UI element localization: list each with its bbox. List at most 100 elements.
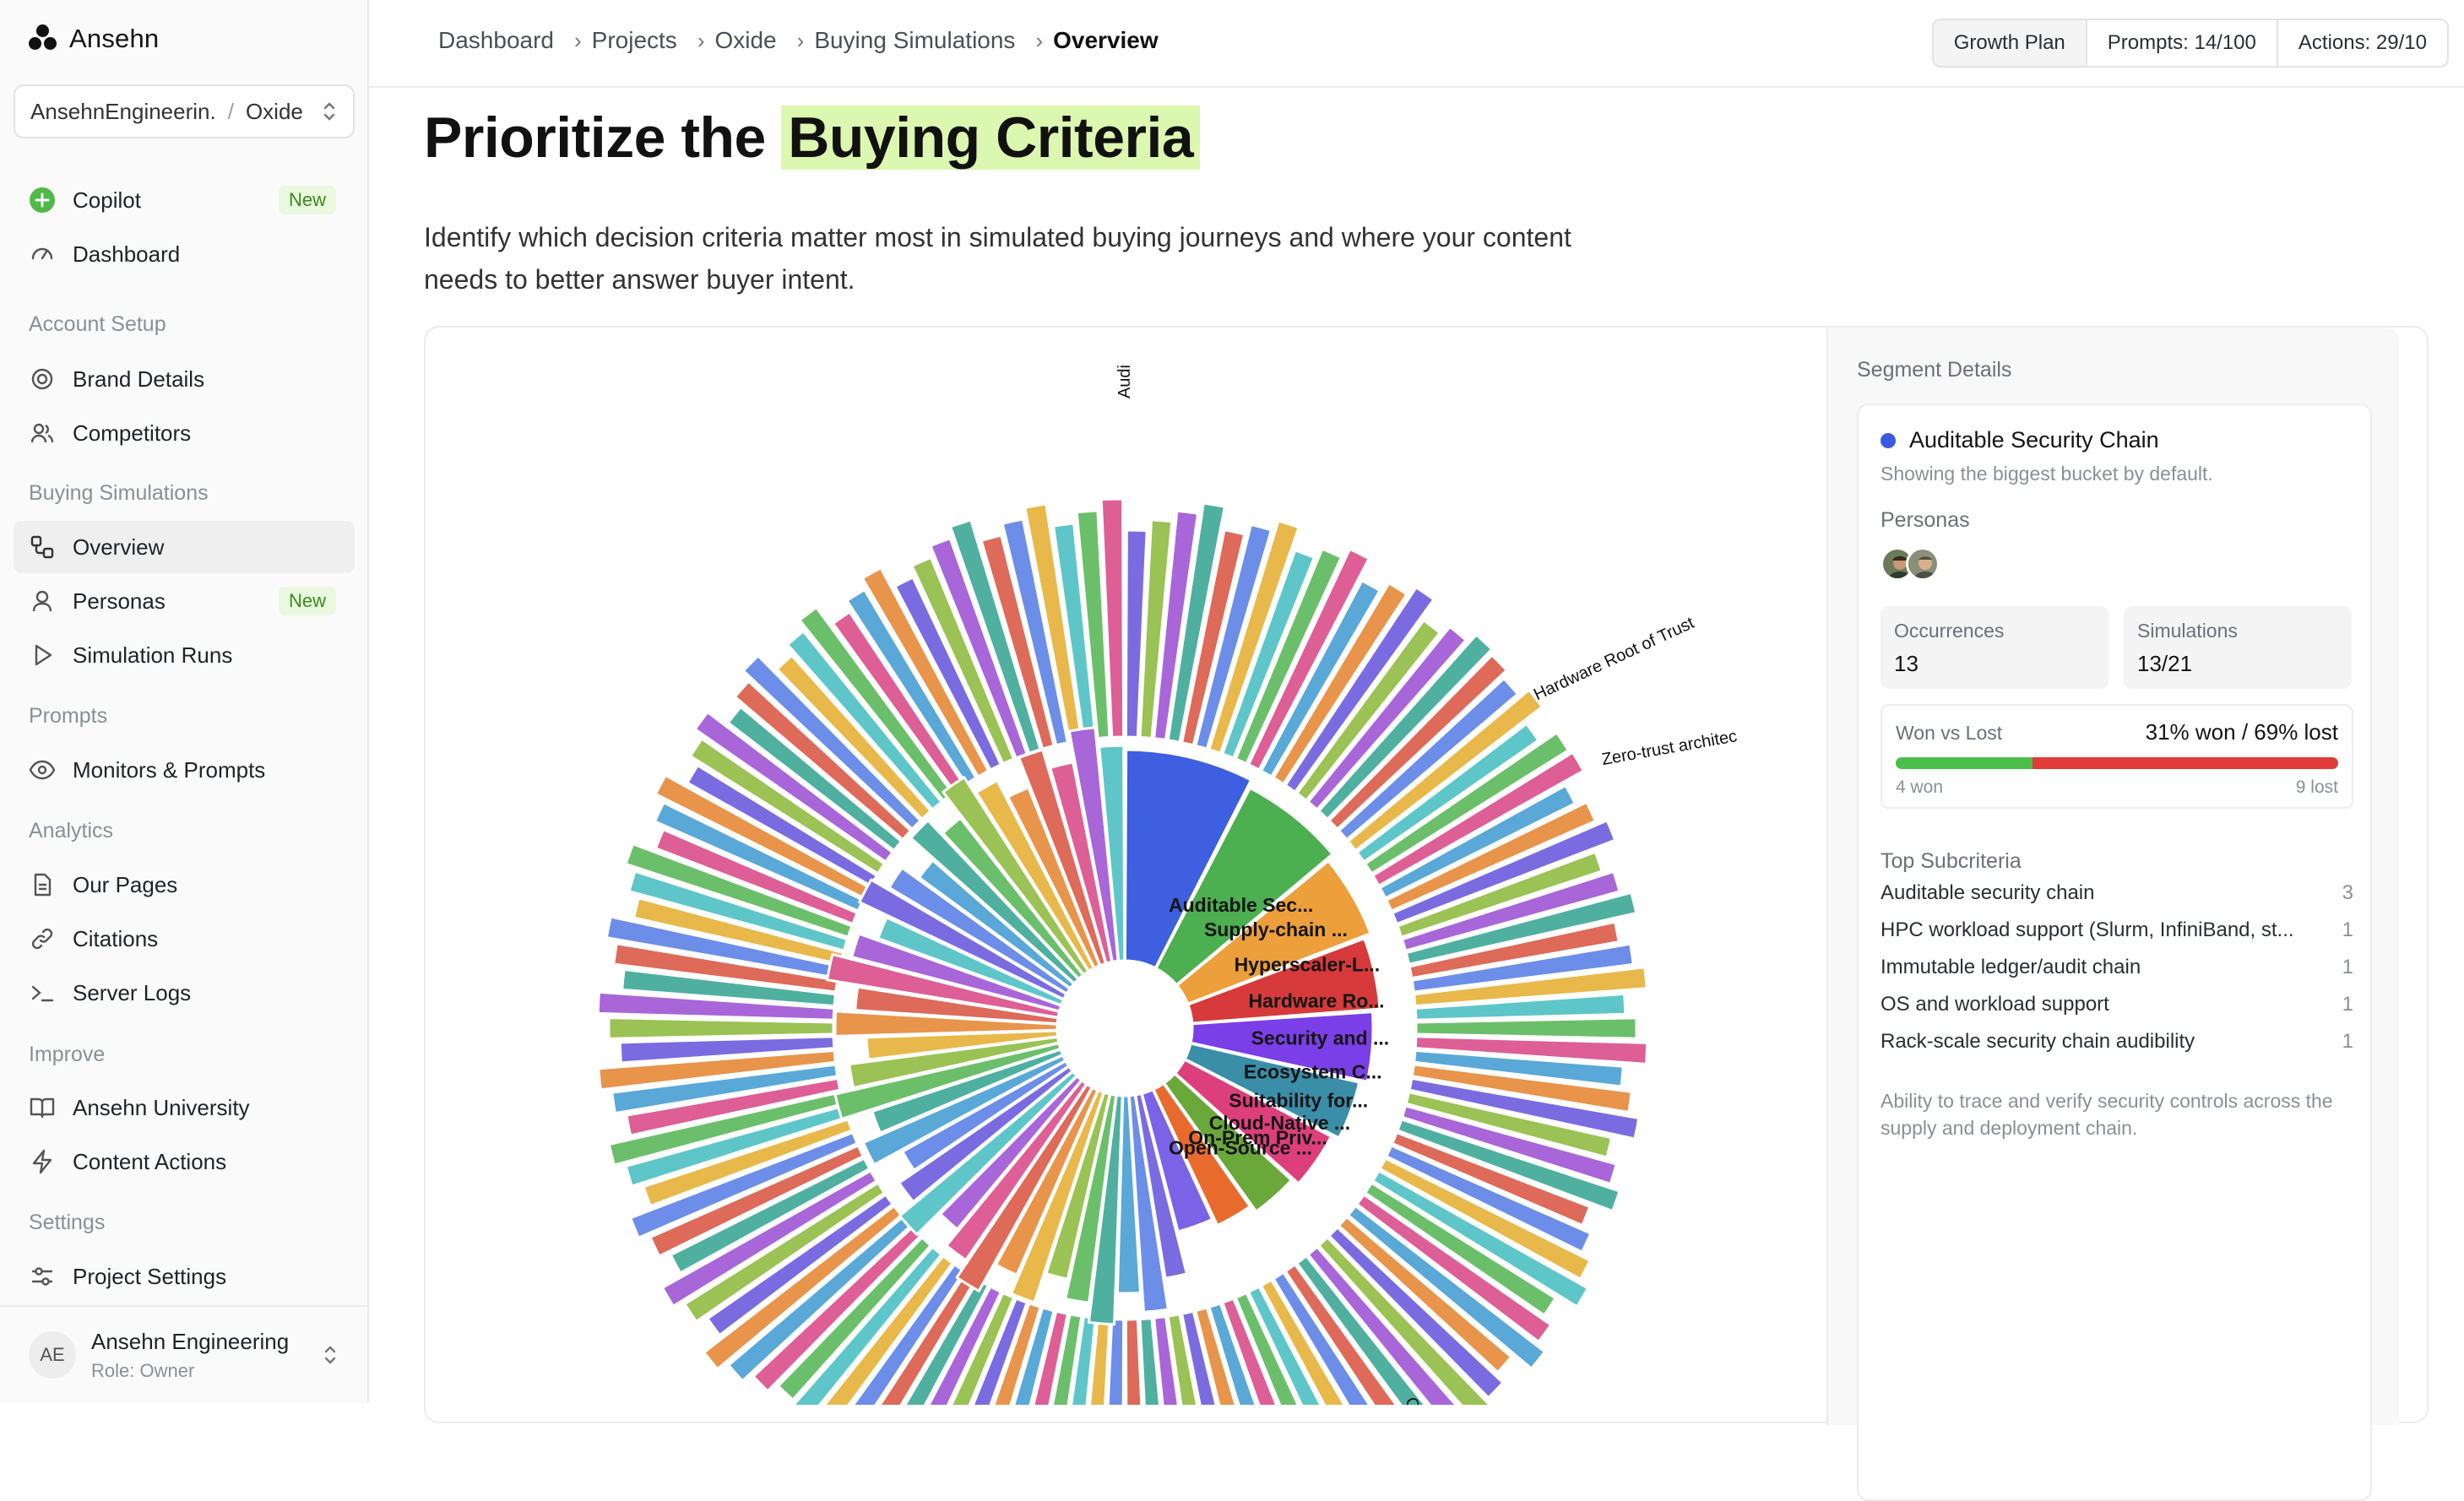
outer-subsegment[interactable]	[1180, 1309, 1246, 1405]
outer-subsegment[interactable]	[1166, 1313, 1224, 1405]
outer-subsegment[interactable]	[1378, 783, 1577, 900]
outer-subsegment[interactable]	[1347, 689, 1544, 852]
brand[interactable]: Ansehn	[29, 24, 159, 54]
sidebar-item-competitors[interactable]: Competitors	[14, 407, 355, 459]
outer-subsegment[interactable]	[618, 1035, 836, 1065]
workspace-switcher[interactable]: AnsehnEngineerin. / Oxide	[14, 84, 355, 138]
outer-subsegment[interactable]	[1194, 1306, 1267, 1405]
outer-subsegment[interactable]	[1414, 1035, 1649, 1065]
outer-subsegment[interactable]	[960, 1302, 1042, 1405]
outer-subsegment[interactable]	[706, 1193, 894, 1337]
outer-subsegment[interactable]	[1272, 582, 1408, 786]
outer-subsegment[interactable]	[1306, 625, 1468, 811]
outer-subsegment[interactable]	[629, 1131, 859, 1239]
outer-subsegment[interactable]	[1284, 1263, 1434, 1405]
outer-subsegment[interactable]	[1260, 1278, 1386, 1405]
outer-subsegment[interactable]	[1396, 1118, 1621, 1212]
outer-subsegment[interactable]	[1138, 1317, 1172, 1405]
outer-subsegment[interactable]	[669, 1157, 871, 1275]
sidebar-item-overview[interactable]: Overview	[14, 521, 355, 573]
sidebar-item-project-settings[interactable]: Project Settings	[14, 1250, 355, 1303]
outer-subsegment[interactable]	[777, 1236, 932, 1401]
sidebar-item-simulation-runs[interactable]: Simulation Runs	[14, 629, 355, 681]
actions-usage[interactable]: Actions: 29/10	[2276, 20, 2447, 66]
outer-subsegment[interactable]	[786, 630, 943, 811]
outer-subsegment[interactable]	[910, 555, 1016, 766]
outer-subsegment[interactable]	[693, 711, 894, 864]
outer-subsegment[interactable]	[611, 1063, 839, 1115]
outer-subsegment[interactable]	[1001, 517, 1069, 747]
outer-subsegment[interactable]	[1338, 1216, 1513, 1374]
outer-subsegment[interactable]	[627, 870, 849, 952]
outer-subsegment[interactable]	[1124, 1318, 1148, 1405]
outer-subsegment[interactable]	[1272, 1271, 1400, 1405]
outer-subsegment[interactable]	[1124, 528, 1148, 739]
outer-subsegment[interactable]	[1413, 1049, 1625, 1088]
outer-subsegment[interactable]	[1413, 966, 1648, 1008]
outer-subsegment[interactable]	[1378, 1157, 1592, 1281]
outer-subsegment[interactable]	[1414, 992, 1627, 1021]
inner-segment[interactable]	[1174, 1058, 1332, 1185]
outer-subsegment[interactable]	[1295, 1254, 1447, 1405]
outer-subsegment[interactable]	[689, 737, 886, 875]
outer-subsegment[interactable]	[906, 1291, 1016, 1405]
outer-subsegment[interactable]	[624, 843, 854, 939]
outer-subsegment[interactable]	[1234, 1291, 1335, 1405]
outer-subsegment[interactable]	[1347, 1205, 1546, 1370]
outer-subsegment[interactable]	[1306, 1245, 1459, 1405]
outer-subsegment[interactable]	[1075, 509, 1111, 740]
outer-subsegment[interactable]	[1234, 547, 1343, 766]
outer-subsegment[interactable]	[1385, 1144, 1593, 1254]
outer-subsegment[interactable]	[1355, 722, 1540, 864]
inner-segment[interactable]	[1186, 937, 1381, 1025]
outer-subsegment[interactable]	[597, 1049, 837, 1092]
outer-subsegment[interactable]	[1194, 523, 1273, 750]
outer-subsegment[interactable]	[1327, 1226, 1505, 1400]
outer-subsegment[interactable]	[1396, 850, 1604, 939]
outer-subsegment[interactable]	[894, 1285, 1002, 1405]
outer-subsegment[interactable]	[781, 1245, 943, 1405]
outer-subsegment[interactable]	[741, 654, 922, 831]
outer-subsegment[interactable]	[1030, 1313, 1083, 1405]
outer-subsegment[interactable]	[1391, 1131, 1592, 1227]
outer-subsegment[interactable]	[1364, 1181, 1557, 1317]
sidebar-item-server-logs[interactable]: Server Logs	[14, 967, 355, 1019]
outer-subsegment[interactable]	[1338, 677, 1519, 841]
persona-avatar[interactable]	[1881, 547, 1914, 581]
user-menu[interactable]: AE Ansehn Engineering Role: Owner	[0, 1305, 369, 1403]
outer-subsegment[interactable]	[1166, 501, 1226, 744]
breadcrumb-projects[interactable]: Projects	[591, 27, 677, 53]
outer-subsegment[interactable]	[775, 653, 932, 821]
inner-segment[interactable]	[1175, 859, 1372, 1005]
outer-subsegment[interactable]	[1180, 528, 1246, 747]
outer-subsegment[interactable]	[1391, 819, 1617, 925]
sidebar-item-brand-details[interactable]: Brand Details	[14, 353, 355, 405]
outer-subsegment[interactable]	[1408, 1076, 1641, 1141]
breadcrumb-oxide[interactable]: Oxide	[714, 27, 777, 53]
outer-subsegment[interactable]	[683, 1181, 886, 1323]
sidebar-item-copilot[interactable]: Copilot New	[14, 174, 355, 226]
outer-subsegment[interactable]	[1401, 870, 1621, 952]
prompts-usage[interactable]: Prompts: 14/100	[2085, 20, 2277, 66]
inner-subsegment[interactable]	[1098, 744, 1126, 962]
outer-subsegment[interactable]	[1414, 1016, 1638, 1040]
outer-subsegment[interactable]	[1410, 1063, 1633, 1114]
inner-segment[interactable]	[1189, 1011, 1375, 1083]
outer-subsegment[interactable]	[1221, 1297, 1317, 1405]
sidebar-item-our-pages[interactable]: Our Pages	[14, 859, 355, 911]
outer-subsegment[interactable]	[1355, 1193, 1553, 1343]
sidebar-item-content-actions[interactable]: Content Actions	[14, 1135, 355, 1188]
outer-subsegment[interactable]	[649, 1144, 865, 1258]
outer-subsegment[interactable]	[621, 967, 837, 1008]
outer-subsegment[interactable]	[596, 990, 836, 1021]
inner-segment[interactable]	[1154, 786, 1334, 987]
outer-subsegment[interactable]	[1404, 891, 1638, 966]
outer-subsegment[interactable]	[893, 576, 1002, 772]
outer-subsegment[interactable]	[726, 705, 903, 852]
breadcrumb-dashboard[interactable]: Dashboard	[438, 27, 554, 53]
outer-subsegment[interactable]	[1317, 633, 1494, 821]
outer-subsegment[interactable]	[1153, 509, 1200, 741]
outer-subsegment[interactable]	[1404, 1091, 1614, 1159]
outer-subsegment[interactable]	[1004, 1309, 1069, 1405]
plan-button[interactable]: Growth Plan	[1933, 20, 2086, 66]
